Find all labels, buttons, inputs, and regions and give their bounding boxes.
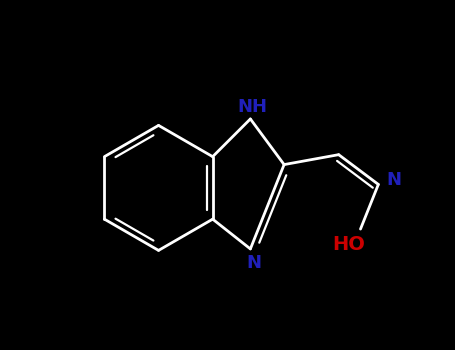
Text: NH: NH	[238, 98, 268, 116]
Text: N: N	[387, 172, 402, 189]
Text: N: N	[247, 254, 262, 272]
Text: HO: HO	[332, 236, 365, 254]
